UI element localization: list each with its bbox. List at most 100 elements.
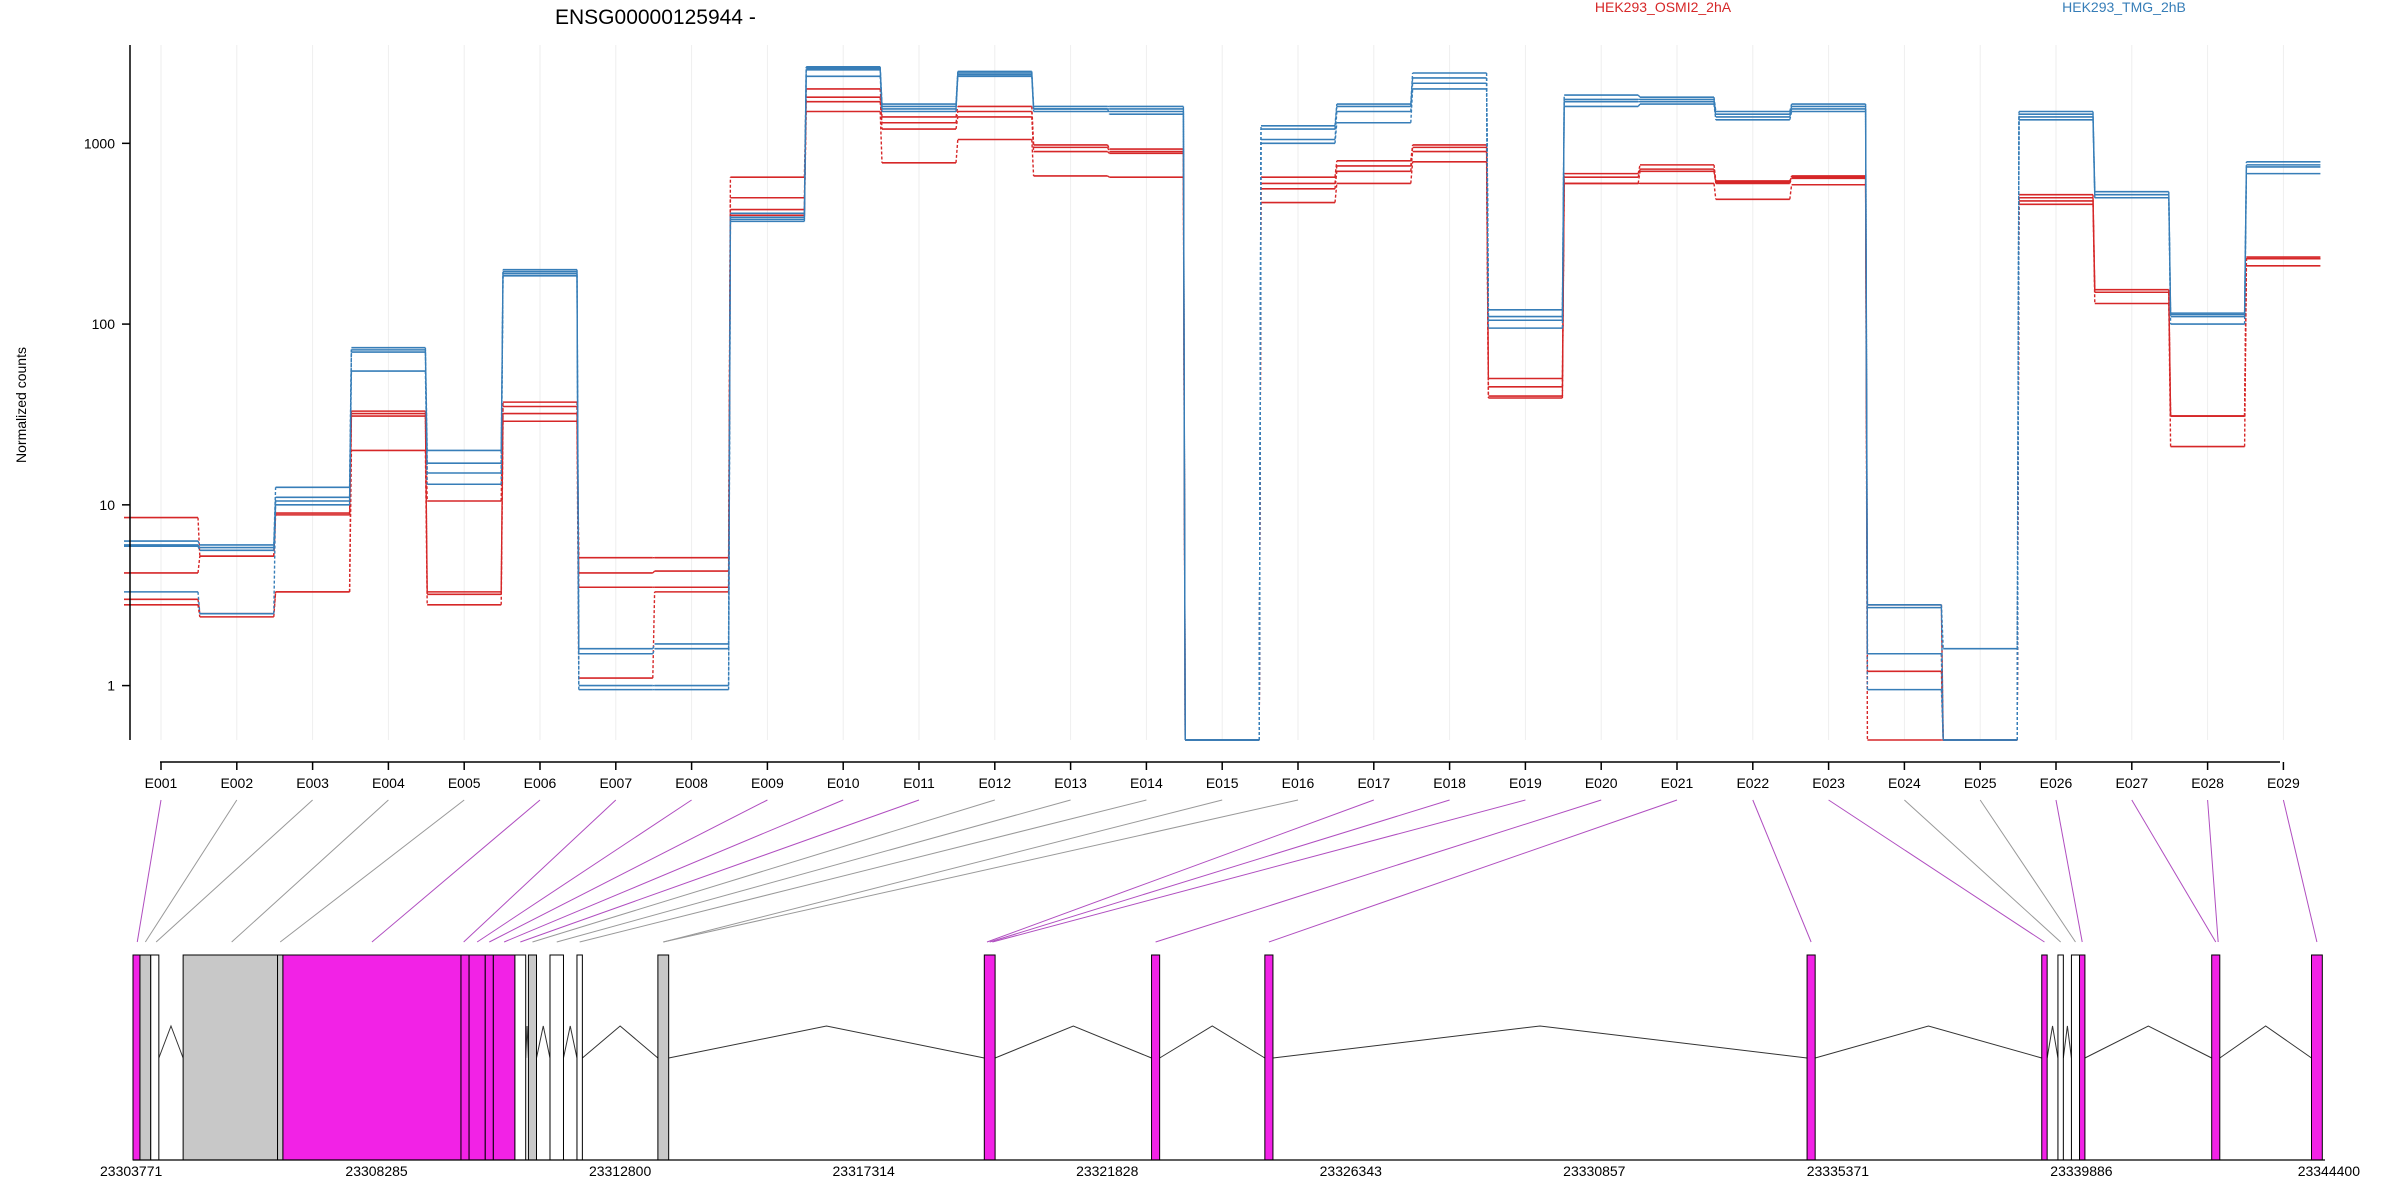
exon-link-lines [136,799,2318,943]
exon-block [492,954,516,1161]
coord-tick-label: 23330857 [1563,1163,1626,1179]
series-connector [1940,689,1944,741]
exon-block [277,954,284,1161]
series-connector [2016,119,2020,741]
exon-block [657,954,670,1161]
x-tick-label: E008 [675,775,708,791]
series-connector [1637,103,1641,107]
series-connector [2243,173,2248,325]
exon-block [132,954,141,1161]
series-connector [1334,171,1338,189]
x-tick-label: E007 [599,775,632,791]
link-e027 [2131,799,2217,943]
y-tick-label: 1 [107,678,115,694]
y-tick-label: 10 [99,497,115,513]
series-connector [2092,204,2096,304]
coord-tick-label: 23321828 [1076,1163,1139,1179]
x-tick-label: E027 [2115,775,2148,791]
x-tick-label: E003 [296,775,329,791]
series-connector [1258,183,1262,741]
series-connector [879,69,883,112]
exon-block [460,954,470,1161]
coord-tick-label: 23308285 [345,1163,408,1179]
series-connector [803,69,807,222]
coord-tick-label: 23339886 [2050,1163,2113,1179]
link-e026 [2055,799,2083,943]
series-connector [1334,160,1338,178]
series-connector [955,111,959,123]
link-e028 [2207,799,2219,943]
exon-block [484,954,494,1161]
exon-block [150,954,160,1161]
link-e006 [371,799,541,943]
x-tick-label: E014 [1130,775,1163,791]
series-connector [1713,103,1717,120]
gene-model [132,954,2325,1161]
series-connector [2168,197,2172,325]
series-connector [273,591,277,614]
series-connector [2243,258,2248,417]
series-connector [273,500,277,614]
link-e010 [503,799,844,943]
series-connector [2092,119,2096,198]
series-connector [1637,164,1641,174]
exon-block [468,954,486,1161]
series-connector [955,106,959,118]
series-connector [1031,111,1035,148]
x-tick-label: E021 [1661,775,1694,791]
intron-line [1159,1025,1266,1059]
y-ticks: 1 10 100 1000 [84,135,130,694]
exon-block [1806,954,1816,1161]
link-e025 [1979,799,2076,943]
series-connector [955,116,959,130]
series-lines [124,66,2321,741]
exon-block [983,954,996,1161]
series-connector [955,76,959,112]
series-connector [1789,184,1793,200]
intron-line [668,1025,985,1059]
intron-line [582,1025,659,1059]
x-tick-label: E025 [1964,775,1997,791]
series-connector [955,139,959,163]
series-connector [727,221,732,690]
series-connector [197,545,201,551]
series-connector [197,591,201,614]
series-connector [1789,108,1793,118]
intron-line [1815,1025,2042,1059]
intron-line [2084,1025,2212,1059]
series-connector [1864,108,1869,654]
x-tick-label: E010 [827,775,860,791]
link-e014 [579,799,1147,943]
series-connector [1713,183,1717,200]
exon-block [527,954,538,1161]
x-tick-label: E022 [1736,775,1769,791]
series-connector [803,76,807,220]
series-connector [500,275,504,474]
series-connector [1106,147,1111,152]
series-connector [1258,143,1262,741]
intron-line [2062,1025,2072,1059]
series-connector [1334,183,1338,203]
series-connector [1789,103,1793,112]
series-connector [652,648,656,654]
link-e017 [986,799,1374,943]
vertical-grid [160,45,2284,740]
series-connector [1637,94,1641,98]
series-connector [879,111,883,163]
series-connector [1637,171,1641,184]
x-tick-label: E024 [1888,775,1921,791]
x-tick-label: E002 [220,775,253,791]
exon-block [282,954,462,1161]
series-connector [1789,106,1793,115]
link-e016 [663,799,1299,943]
link-e001 [136,799,162,943]
coord-tick-label: 23326343 [1320,1163,1383,1179]
coord-tick-label: 23335371 [1807,1163,1870,1179]
genomic-coordinate-ticks: 23303771 23308285 23312800 23317314 23321828… [100,1163,2360,1179]
series-connector [500,271,504,485]
series-connector [1410,147,1414,166]
exon-block [549,954,564,1161]
series-connector [1106,144,1111,150]
series-connector [1561,106,1565,329]
exon-block [1264,954,1274,1161]
